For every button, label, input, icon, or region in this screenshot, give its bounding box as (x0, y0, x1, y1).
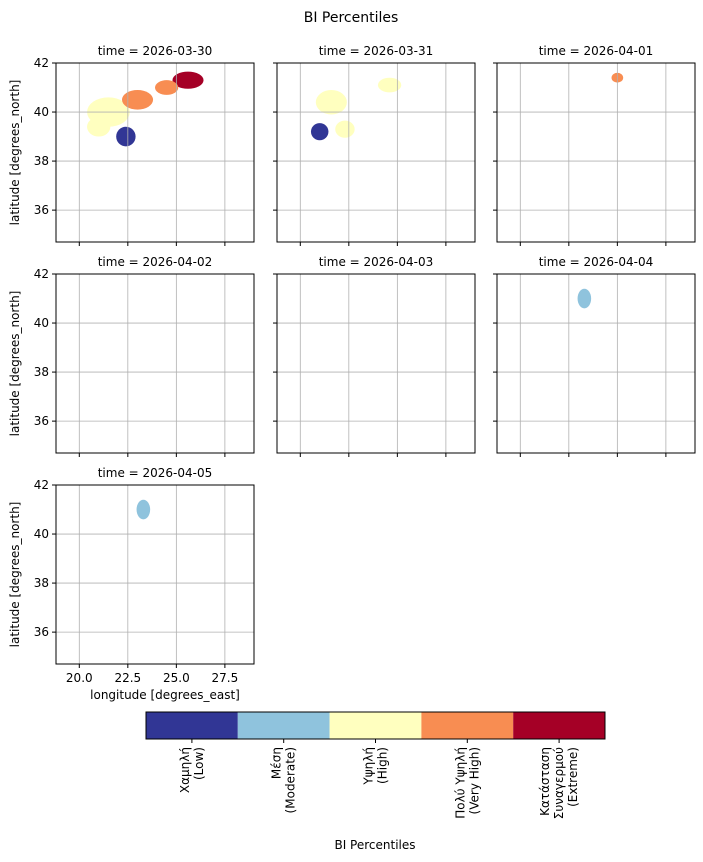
class-patch (310, 123, 329, 141)
x-tick-label: 22.5 (114, 671, 141, 685)
class-patch (335, 120, 355, 138)
y-tick-label: 36 (34, 203, 49, 217)
map-panel: time = 2026-04-05 36 38 40 42 latitude [degre… (8, 466, 255, 702)
colorbar-class-label: Πολύ Υψηλή(Very High) (453, 747, 481, 819)
panel-title: time = 2026-04-02 (98, 255, 213, 269)
figure-title: BI Percentiles (304, 10, 399, 26)
y-tick-label: 38 (34, 154, 49, 168)
y-tick-label: 40 (34, 527, 49, 541)
colorbar-class-label: ΚατάστασηΣυναγερμού(Extreme) (538, 747, 580, 819)
panel-title: time = 2026-04-03 (319, 255, 434, 269)
colorbar-labels: Χαμηλή(Low) Μέση(Moderate) Υψηλή(High) Πολύ… (178, 739, 580, 819)
map-panel: time = 2026-03-30 36 38 40 42 latitude [degre… (8, 44, 255, 246)
panel-title: time = 2026-04-05 (98, 466, 213, 480)
y-tick-label: 42 (34, 267, 49, 281)
panel-frame (55, 273, 255, 454)
map-panel: time = 2026-04-04 (493, 255, 696, 457)
class-patch (315, 89, 347, 115)
colorbar-swatches (145, 711, 606, 740)
map-panel: time = 2026-04-02 36 38 40 42 latitude [degre… (8, 255, 255, 457)
class-patch (87, 116, 111, 137)
map-panel: time = 2026-04-03 (273, 255, 476, 457)
colorbar-swatch (146, 712, 238, 739)
map-panel: time = 2026-03-31 (273, 44, 476, 246)
panels: time = 2026-03-30 36 38 40 42 latitude [degre… (8, 44, 696, 702)
y-tick-label: 42 (34, 478, 49, 492)
y-axis-label: latitude [degrees_north] (8, 80, 22, 226)
x-tick-label: 27.5 (212, 671, 239, 685)
colorbar-class-label: Χαμηλή(Low) (178, 747, 206, 793)
x-axis-label: longitude [degrees_east] (90, 688, 240, 702)
panel-title: time = 2026-03-30 (98, 44, 213, 58)
y-tick-label: 42 (34, 56, 49, 70)
y-tick-label: 40 (34, 105, 49, 119)
y-tick-label: 40 (34, 316, 49, 330)
y-axis-label: latitude [degrees_north] (8, 502, 22, 648)
panel-frame (276, 62, 476, 243)
panel-frame (55, 484, 255, 665)
panel-title: time = 2026-03-31 (319, 44, 434, 58)
y-tick-label: 36 (34, 414, 49, 428)
colorbar: Χαμηλή(Low) Μέση(Moderate) Υψηλή(High) Πολύ… (145, 711, 606, 852)
class-patch (172, 71, 204, 89)
panel-frame (496, 273, 696, 454)
panel-title: time = 2026-04-01 (539, 44, 654, 58)
panel-title: time = 2026-04-04 (539, 255, 654, 269)
x-tick-label: 25.0 (163, 671, 190, 685)
colorbar-class-label: Μέση(Moderate) (270, 747, 298, 813)
map-panel: time = 2026-04-01 (493, 44, 696, 246)
class-patch (155, 80, 179, 95)
class-patch (122, 89, 154, 110)
panel-frame (55, 62, 255, 243)
class-patch (577, 288, 592, 309)
panel-frame (276, 273, 476, 454)
class-patch (377, 77, 402, 93)
class-patch (116, 126, 136, 147)
colorbar-swatch (329, 712, 422, 739)
panel-frame (496, 62, 696, 243)
colorbar-class-label: Υψηλή(High) (362, 747, 390, 786)
y-tick-label: 38 (34, 365, 49, 379)
y-axis-label: latitude [degrees_north] (8, 291, 22, 437)
colorbar-swatch (237, 712, 330, 739)
class-patch (136, 499, 151, 520)
colorbar-swatch (421, 712, 514, 739)
y-tick-label: 38 (34, 576, 49, 590)
colorbar-swatch (513, 712, 605, 739)
y-tick-label: 36 (34, 625, 49, 639)
x-tick-label: 20.0 (66, 671, 93, 685)
colorbar-label: BI Percentiles (334, 838, 415, 852)
